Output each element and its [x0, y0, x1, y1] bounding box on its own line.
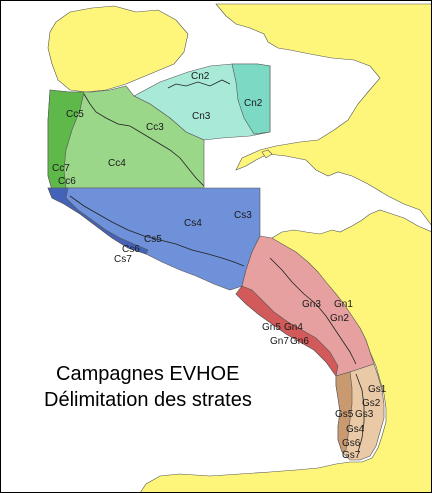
- label-cs6: Cs6: [122, 244, 140, 255]
- label-gs4: Gs4: [346, 424, 365, 435]
- label-cc4: Cc4: [108, 158, 126, 169]
- label-gs6: Gs6: [342, 438, 361, 449]
- land-great-britain: [215, 3, 432, 227]
- label-gn6: Gn6: [290, 336, 309, 347]
- land-masses: [47, 3, 432, 493]
- stratum-gs-dark-band: [335, 371, 353, 453]
- contour-cs: [69, 195, 245, 267]
- contour-gn: [269, 257, 357, 365]
- label-cc5: Cc5: [66, 109, 84, 120]
- land-island: [261, 149, 273, 159]
- label-gn1: Gn1: [334, 299, 353, 310]
- label-gn3: Gn3: [302, 299, 321, 310]
- label-cn2-b: Cn2: [244, 98, 263, 109]
- contour-gs: [355, 373, 365, 453]
- region-celtic-slope: [47, 187, 261, 291]
- label-gn4: Gn4: [284, 322, 303, 333]
- contour-cn: [167, 79, 231, 89]
- label-gn5: Gn5: [262, 322, 281, 333]
- label-gn2: Gn2: [330, 313, 349, 324]
- stratum-cs-dark-band: [47, 187, 149, 255]
- label-gn7: Gn7: [270, 336, 289, 347]
- label-cn2-a: Cn2: [191, 71, 210, 82]
- label-cs3: Cs3: [234, 210, 252, 221]
- label-cc3: Cc3: [146, 122, 164, 133]
- label-gs7: Gs7: [342, 450, 361, 461]
- label-gs3: Gs3: [355, 409, 374, 420]
- label-cs5: Cs5: [144, 234, 162, 245]
- label-gs1: Gs1: [368, 384, 387, 395]
- stratum-cc-dark-band: [47, 89, 85, 191]
- land-ireland: [47, 5, 189, 93]
- region-biscay-south: [335, 363, 385, 461]
- label-gs2: Gs2: [362, 398, 381, 409]
- stratum-cn-dark-band: [231, 63, 271, 135]
- strata-labels: Cn2 Cn2 Cn3 Cc5 Cc3 Cc4 Cc7 Cc6 Cs4 Cs3 …: [52, 71, 387, 461]
- label-gs5: Gs5: [335, 409, 354, 420]
- label-cs7: Cs7: [114, 254, 132, 265]
- contour-cc: [83, 93, 205, 187]
- label-cc7: Cc7: [52, 163, 70, 174]
- map-title-line1: Campagnes EVHOE: [56, 363, 239, 385]
- label-cs4: Cs4: [184, 218, 202, 229]
- region-celtic-shelf: [47, 85, 205, 191]
- map-title-line2: Délimitation des strates: [44, 389, 252, 411]
- label-cc6: Cc6: [58, 176, 76, 187]
- stratum-gn-dark-band: [235, 285, 339, 377]
- label-cn3: Cn3: [192, 111, 211, 122]
